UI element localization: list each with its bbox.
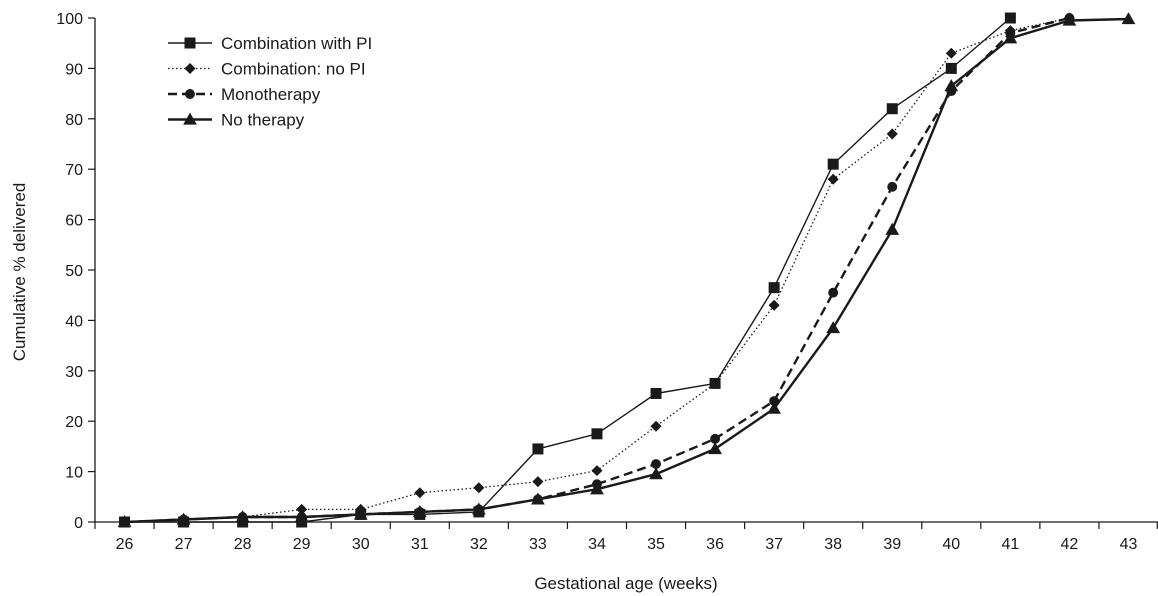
legend-label: Monotherapy — [221, 85, 321, 104]
data-point — [887, 181, 898, 192]
y-tick-label: 10 — [65, 465, 83, 482]
data-point — [235, 510, 250, 523]
data-point — [709, 377, 721, 389]
y-tick-label: 70 — [65, 162, 83, 179]
series-layer — [117, 12, 1136, 528]
x-tick-label: 36 — [706, 536, 724, 553]
data-point — [650, 387, 662, 399]
x-tick-label: 34 — [588, 536, 606, 553]
data-point — [176, 512, 191, 525]
legend-marker — [184, 37, 196, 49]
x-tick-label: 32 — [470, 536, 488, 553]
data-point — [649, 467, 663, 480]
data-point — [767, 401, 782, 414]
data-point — [886, 103, 898, 115]
x-tick-label: 33 — [529, 536, 547, 553]
data-point — [471, 502, 486, 515]
legend-label: Combination with PI — [221, 34, 372, 53]
x-tick-label: 29 — [293, 536, 311, 553]
y-tick-label: 80 — [65, 112, 83, 129]
y-tick-label: 90 — [65, 61, 83, 78]
x-tick-label: 43 — [1120, 536, 1138, 553]
y-tick-label: 60 — [65, 213, 83, 230]
y-tick-label: 30 — [65, 364, 83, 381]
x-tick-label: 42 — [1061, 536, 1079, 553]
data-point — [532, 476, 544, 488]
data-point — [1121, 12, 1136, 25]
data-point — [944, 79, 959, 92]
legend: Combination with PI Combination: no PI Mon… — [168, 34, 372, 130]
data-point — [826, 321, 841, 334]
data-point — [591, 428, 603, 440]
data-point — [414, 487, 426, 499]
data-point — [651, 459, 661, 469]
data-point — [650, 420, 662, 432]
legend-label: No therapy — [221, 111, 305, 130]
data-point — [591, 465, 603, 477]
axes: 0 10 20 30 40 50 60 70 80 90 100 26 27 28 29 30 31 32 33 34… — [56, 11, 1158, 553]
data-point — [708, 442, 722, 455]
y-axis-label: Cumulative % delivered — [10, 183, 29, 362]
data-point — [768, 299, 780, 311]
x-tick-label: 30 — [352, 536, 370, 553]
data-point — [828, 287, 839, 298]
data-point — [827, 158, 839, 170]
x-tick-label: 39 — [883, 536, 901, 553]
y-tick-label: 20 — [65, 414, 83, 431]
x-tick-label: 40 — [942, 536, 960, 553]
series-4 — [117, 12, 1136, 528]
data-point — [412, 505, 427, 518]
x-tick-label: 38 — [824, 536, 842, 553]
data-point — [710, 433, 721, 444]
data-point — [827, 173, 839, 185]
data-point — [590, 482, 604, 495]
data-point — [1004, 12, 1016, 24]
data-point — [531, 492, 545, 505]
data-point — [768, 282, 780, 294]
data-point — [353, 507, 368, 520]
series-line — [124, 17, 1129, 524]
data-point — [1062, 13, 1077, 26]
legend-marker — [183, 112, 197, 125]
data-point — [885, 222, 900, 235]
data-point — [296, 503, 308, 515]
data-point — [945, 47, 957, 59]
x-tick-label: 37 — [765, 536, 783, 553]
y-tick-label: 100 — [56, 11, 83, 28]
y-tick-label: 0 — [74, 515, 83, 532]
data-point — [473, 482, 485, 494]
data-point — [117, 515, 132, 528]
data-point — [945, 62, 957, 74]
x-tick-label: 28 — [234, 536, 252, 553]
x-tick-label: 31 — [411, 536, 429, 553]
data-point — [1003, 31, 1018, 44]
x-axis-label: Gestational age (weeks) — [534, 574, 717, 593]
data-point — [886, 128, 898, 140]
series-line — [124, 17, 1011, 523]
y-tick-label: 40 — [65, 313, 83, 330]
data-point — [294, 510, 309, 523]
x-tick-label: 26 — [116, 536, 134, 553]
legend-marker — [184, 62, 196, 75]
x-tick-label: 41 — [1001, 536, 1019, 553]
data-point — [532, 443, 544, 455]
y-tick-label: 50 — [65, 263, 83, 280]
x-tick-label: 27 — [175, 536, 193, 553]
legend-label: Combination: no PI — [221, 60, 366, 79]
x-tick-label: 35 — [647, 536, 665, 553]
legend-marker — [185, 89, 195, 99]
